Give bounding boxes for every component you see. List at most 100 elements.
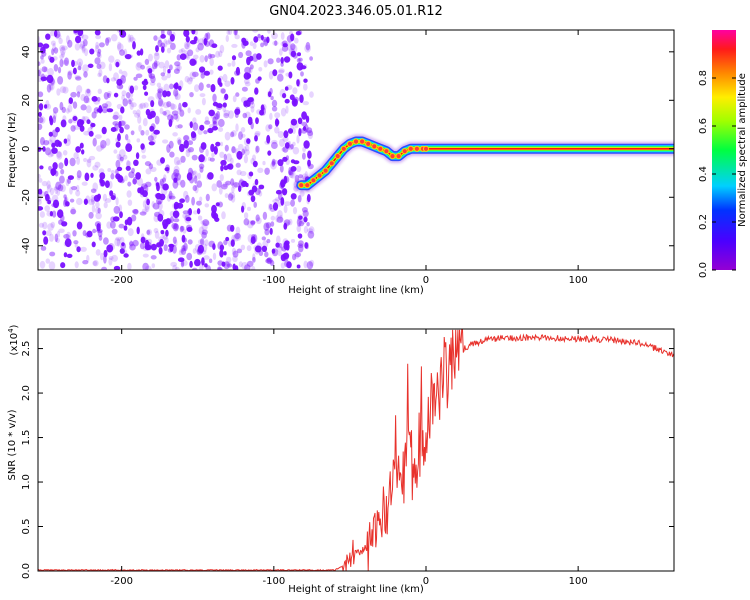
noise-speckle (194, 175, 198, 184)
noise-speckle (56, 231, 61, 238)
noise-speckle (142, 200, 147, 209)
noise-speckle (156, 82, 162, 88)
noise-speckle (215, 141, 221, 147)
noise-speckle (107, 90, 112, 96)
noise-speckle (183, 190, 189, 200)
noise-speckle (298, 240, 304, 247)
noise-speckle (276, 119, 280, 126)
noise-speckle (43, 66, 49, 73)
noise-speckle (86, 119, 91, 125)
noise-speckle (38, 188, 43, 195)
noise-speckle (285, 105, 289, 114)
noise-speckle (98, 235, 103, 241)
noise-speckle (73, 30, 80, 35)
noise-speckle (158, 98, 163, 107)
noise-speckle (271, 139, 278, 145)
noise-speckle (212, 101, 219, 107)
ridge-point (389, 153, 396, 160)
noise-speckle (285, 84, 293, 91)
noise-speckle (186, 40, 190, 48)
noise-speckle (44, 190, 49, 198)
noise-speckle (293, 160, 300, 165)
noise-speckle (203, 38, 209, 43)
noise-speckle (203, 220, 210, 226)
noise-speckle (62, 115, 67, 122)
noise-speckle (283, 56, 291, 63)
x-tick-label: -200 (110, 275, 133, 286)
noise-speckle (71, 59, 75, 68)
noise-speckle (57, 66, 62, 74)
noise-speckle (159, 193, 166, 201)
noise-speckle (65, 35, 70, 45)
noise-speckle (292, 206, 298, 215)
noise-speckle (107, 37, 111, 42)
noise-speckle (241, 37, 247, 44)
noise-speckle (288, 218, 293, 226)
noise-speckle (51, 142, 56, 148)
noise-speckle (199, 66, 206, 73)
noise-speckle (158, 247, 163, 255)
noise-speckle (118, 114, 123, 121)
noise-speckle (275, 215, 280, 223)
noise-speckle (245, 145, 250, 152)
noise-speckle (235, 162, 241, 168)
noise-speckle (250, 236, 256, 245)
noise-speckle (133, 159, 139, 166)
noise-speckle (264, 228, 270, 236)
noise-speckle (160, 230, 165, 235)
noise-speckle (174, 93, 181, 101)
noise-speckle (64, 238, 72, 248)
noise-speckle (162, 111, 167, 116)
noise-speckle (234, 34, 240, 40)
noise-speckle (127, 228, 134, 237)
noise-speckle (90, 188, 97, 194)
noise-speckle (89, 48, 95, 55)
noise-speckle (187, 239, 193, 245)
noise-speckle (142, 253, 149, 258)
noise-speckle (107, 92, 111, 98)
noise-speckle (228, 110, 234, 119)
noise-speckle (41, 66, 48, 73)
noise-speckle (282, 43, 288, 48)
noise-speckle (283, 241, 289, 250)
noise-speckle (172, 264, 178, 270)
noise-speckle (66, 231, 71, 240)
noise-speckle (277, 159, 284, 167)
noise-speckle (82, 64, 89, 73)
noise-speckle (129, 85, 135, 94)
noise-speckle (173, 218, 180, 223)
noise-speckle (180, 179, 186, 188)
noise-speckle (244, 99, 249, 109)
noise-speckle (43, 140, 50, 146)
noise-speckle (199, 196, 203, 202)
noise-speckle (93, 260, 99, 267)
noise-speckle (40, 245, 47, 251)
noise-speckle (179, 225, 184, 233)
noise-speckle (148, 53, 153, 62)
noise-speckle (84, 199, 88, 205)
colorbar-tick-label: 0.0 (698, 262, 709, 278)
colorbar-tick-label: 0.4 (698, 166, 709, 182)
noise-speckle (145, 181, 152, 188)
noise-speckle (97, 88, 103, 95)
noise-speckle (251, 265, 256, 270)
noise-speckle (286, 42, 292, 51)
noise-speckle (271, 160, 276, 167)
noise-speckle (123, 253, 129, 258)
noise-speckle (276, 235, 281, 244)
noise-speckle (199, 93, 206, 98)
noise-speckle (298, 220, 305, 227)
noise-speckle (272, 199, 280, 204)
noise-speckle (172, 210, 180, 219)
noise-speckle (212, 93, 217, 103)
noise-speckle (306, 127, 313, 134)
noise-speckle (280, 197, 285, 206)
noise-speckle (243, 146, 247, 154)
noise-speckle (298, 215, 303, 220)
noise-speckle (150, 100, 155, 108)
noise-speckle (308, 226, 315, 235)
noise-speckle (58, 228, 65, 234)
noise-speckle (110, 170, 115, 174)
noise-speckle (211, 183, 218, 192)
noise-speckle (140, 236, 146, 244)
